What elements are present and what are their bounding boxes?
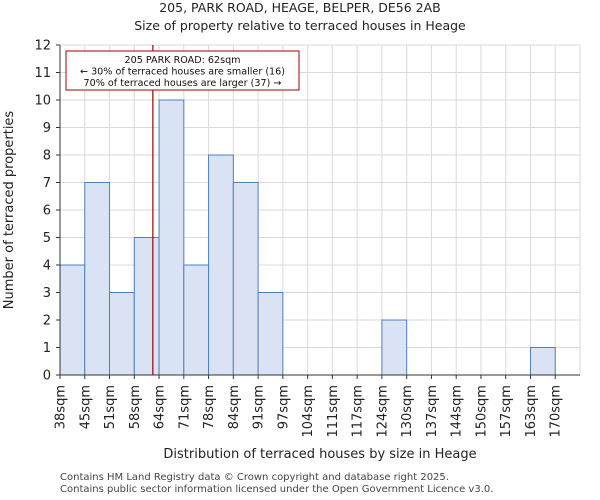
bar xyxy=(84,182,111,376)
bar xyxy=(183,264,210,376)
x-tick-label: 170sqm xyxy=(549,385,564,438)
y-tick-label: 0 xyxy=(43,369,51,384)
x-tick-label: 64sqm xyxy=(153,385,168,429)
footer-licence: Contains public sector information licen… xyxy=(60,484,494,495)
x-tick-label: 58sqm xyxy=(128,385,143,429)
y-tick-label: 6 xyxy=(43,204,51,219)
x-tick-label: 117sqm xyxy=(351,385,366,438)
bar xyxy=(257,292,284,376)
y-tick-label: 11 xyxy=(34,66,51,81)
y-tick-label: 5 xyxy=(43,231,51,246)
footer-copyright: Contains HM Land Registry data © Crown c… xyxy=(60,472,449,483)
x-tick-label: 104sqm xyxy=(301,385,316,438)
y-tick-label: 9 xyxy=(43,121,51,136)
x-tick-label: 150sqm xyxy=(474,385,489,438)
x-tick-label: 51sqm xyxy=(103,385,118,429)
y-tick-label: 2 xyxy=(43,314,51,329)
bar xyxy=(158,99,185,376)
x-tick-label: 111sqm xyxy=(326,385,341,438)
x-tick-label: 78sqm xyxy=(202,385,217,429)
x-tick-label: 157sqm xyxy=(499,385,514,438)
x-tick-label: 137sqm xyxy=(425,385,440,438)
x-tick-label: 97sqm xyxy=(276,385,291,429)
y-tick-label: 8 xyxy=(43,149,51,164)
annotation-line: 70% of terraced houses are larger (37) → xyxy=(84,78,282,89)
bar xyxy=(109,292,135,376)
y-tick-label: 10 xyxy=(34,94,51,109)
annotation-line: ← 30% of terraced houses are smaller (16… xyxy=(80,67,285,78)
bar xyxy=(529,347,556,376)
bar xyxy=(133,237,160,376)
y-tick-label: 3 xyxy=(43,286,51,301)
x-tick-label: 144sqm xyxy=(450,385,465,438)
annotation-box xyxy=(65,50,300,91)
x-tick-label: 84sqm xyxy=(227,385,242,429)
y-tick-label: 1 xyxy=(43,341,51,356)
y-tick-label: 4 xyxy=(43,259,51,274)
x-tick-label: 38sqm xyxy=(54,385,69,429)
x-axis-label: Distribution of terraced houses by size … xyxy=(163,447,476,462)
bar xyxy=(232,182,259,376)
y-tick-label: 7 xyxy=(43,176,51,191)
x-tick-label: 130sqm xyxy=(400,385,415,438)
bar xyxy=(381,319,408,376)
chart-subtitle: Size of property relative to terraced ho… xyxy=(134,18,466,33)
annotation-line: 205 PARK ROAD: 62sqm xyxy=(124,55,240,66)
x-tick-label: 124sqm xyxy=(375,385,390,438)
y-tick-label: 12 xyxy=(34,39,51,54)
bar xyxy=(59,264,86,376)
x-tick-label: 45sqm xyxy=(78,385,93,429)
y-axis-label: Number of terraced properties xyxy=(2,111,17,310)
x-tick-label: 163sqm xyxy=(524,385,539,438)
x-tick-label: 71sqm xyxy=(177,385,192,429)
bar xyxy=(208,154,234,376)
chart-title: 205, PARK ROAD, HEAGE, BELPER, DE56 2AB xyxy=(159,0,441,15)
x-tick-label: 91sqm xyxy=(252,385,267,429)
